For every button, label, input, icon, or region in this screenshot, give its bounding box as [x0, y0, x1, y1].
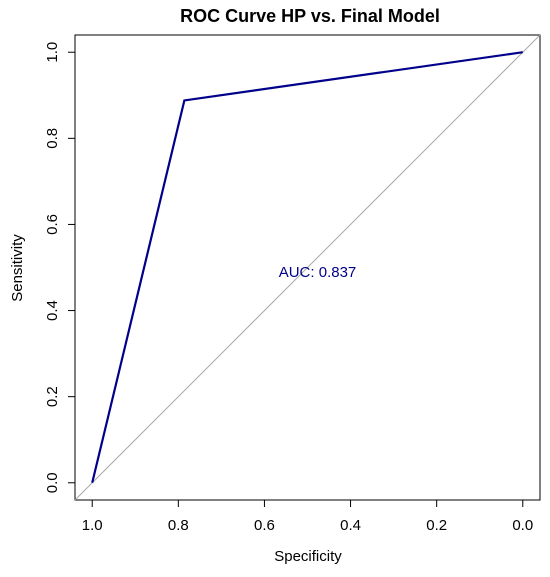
y-axis-label: Sensitivity: [9, 234, 26, 302]
x-tick-label: 1.0: [82, 517, 103, 534]
chart-title: ROC Curve HP vs. Final Model: [180, 6, 440, 26]
x-tick-label: 0.6: [254, 517, 275, 534]
reference-diagonal-line: [74, 34, 541, 501]
x-tick-label: 0.4: [340, 517, 361, 534]
plot-frame: [74, 34, 541, 501]
y-tick-label: 0.6: [44, 214, 61, 235]
auc-annotation: AUC: 0.837: [279, 264, 357, 281]
x-tick-label: 0.0: [512, 517, 533, 534]
x-axis-label: Specificity: [274, 548, 342, 565]
y-tick-label: 0.0: [44, 472, 61, 493]
y-tick-label: 1.0: [44, 42, 61, 63]
y-tick-label: 0.2: [44, 386, 61, 407]
x-tick-label: 0.8: [168, 517, 189, 534]
y-tick-label: 0.8: [44, 128, 61, 149]
x-tick-label: 0.2: [426, 517, 447, 534]
roc-curve-line: [91, 51, 523, 484]
y-tick-label: 0.4: [44, 300, 61, 321]
